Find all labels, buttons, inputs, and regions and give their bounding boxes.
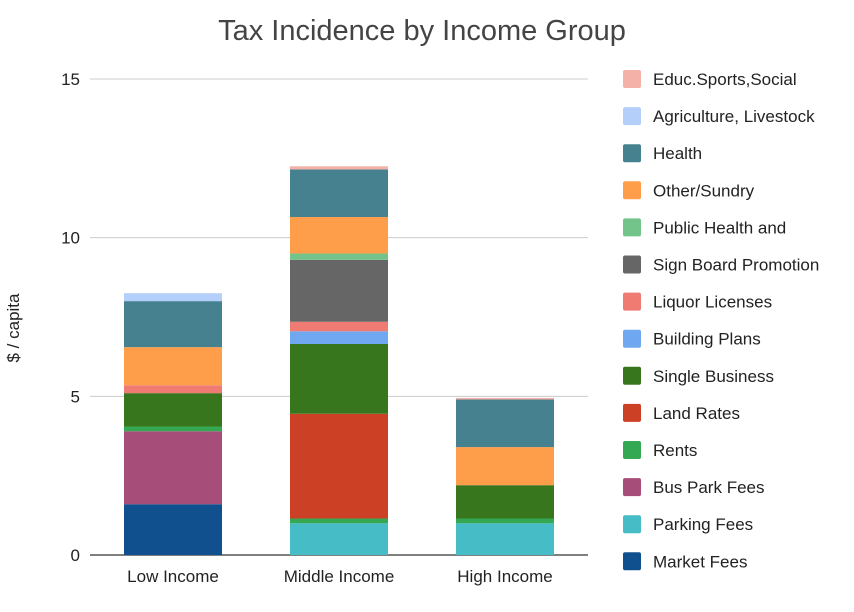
x-tick-labels: Low Income Middle Income High Income: [127, 567, 553, 586]
x-tick-label: Low Income: [127, 567, 219, 586]
legend-item: Single Business: [623, 366, 774, 386]
legend-item: Liquor Licenses: [623, 292, 772, 312]
legend-item: Rents: [623, 441, 697, 460]
legend-label: Bus Park Fees: [653, 478, 765, 497]
bar-segment-single-business: [456, 485, 554, 519]
bar-segment-other-sundry: [124, 347, 222, 386]
legend-label: Building Plans: [653, 330, 761, 349]
bar-segment-market-fees: [124, 504, 222, 555]
legend-label: Parking Fees: [653, 515, 753, 534]
legend-item: Parking Fees: [623, 515, 753, 534]
legend-item: Land Rates: [623, 403, 740, 423]
bar-segment-other-sundry: [456, 447, 554, 486]
legend-label: Land Rates: [653, 404, 740, 423]
bar-segment-agriculture-livestock: [124, 293, 222, 302]
legend-swatch: [623, 292, 641, 311]
bar-segment-parking-fees: [456, 523, 554, 555]
bar-segment-health: [290, 169, 388, 218]
y-tick-labels: 0 5 10 15: [61, 70, 80, 565]
legend-swatch: [623, 107, 641, 126]
legend-item: Bus Park Fees: [623, 478, 765, 497]
bar-segment-liquor-licenses: [290, 321, 388, 332]
x-tick-label: High Income: [457, 567, 552, 586]
legend-label: Other/Sundry: [653, 181, 755, 200]
bar-segment-bus-park-fees: [124, 431, 222, 505]
bar-segment-sign-board-promotion: [290, 259, 388, 322]
legend-swatch: [623, 181, 641, 200]
legend-label: Health: [653, 144, 702, 163]
legend-swatch: [623, 329, 641, 348]
legend-label: Educ.Sports,Social: [653, 70, 797, 89]
bar-segment-educ-sports-social: [456, 397, 554, 400]
legend-item: Public Health and: [623, 218, 786, 237]
bar-segment-educ-sports-social: [290, 166, 388, 170]
legend-label: Market Fees: [653, 552, 747, 571]
bar-segment-liquor-licenses: [124, 385, 222, 394]
legend-swatch: [623, 70, 641, 88]
legend-swatch: [623, 255, 641, 274]
bar-segment-public-health-and: [290, 253, 388, 260]
y-tick-label: 15: [61, 70, 80, 89]
legend-label: Public Health and: [653, 218, 786, 237]
x-tick-label: Middle Income: [284, 567, 395, 586]
bar-segment-health: [124, 301, 222, 348]
bar-segment-single-business: [124, 393, 222, 427]
bar-segment-rents: [456, 518, 554, 524]
legend-swatch: [623, 144, 641, 163]
bar-segment-rents: [290, 518, 388, 524]
legend-swatch: [623, 218, 641, 237]
y-tick-label: 0: [71, 546, 80, 565]
legend-item: Educ.Sports,Social: [623, 70, 797, 89]
legend-swatch: [623, 366, 641, 385]
legend-item: Agriculture, Livestock: [623, 107, 815, 126]
legend-label: Rents: [653, 441, 697, 460]
legend-label: Agriculture, Livestock: [653, 107, 815, 126]
legend: Educ.Sports,Social Agriculture, Livestock…: [623, 70, 819, 571]
bar-segment-land-rates: [290, 413, 388, 519]
bar-segment-building-plans: [290, 331, 388, 344]
legend-swatch: [623, 515, 641, 534]
chart-title: Tax Incidence by Income Group: [218, 15, 626, 47]
legend-item: Sign Board Promotion: [623, 255, 819, 275]
legend-label: Single Business: [653, 367, 774, 386]
bar-segment-single-business: [290, 343, 388, 414]
legend-swatch: [623, 552, 641, 571]
legend-label: Sign Board Promotion: [653, 256, 819, 275]
bar-segment-rents: [124, 426, 222, 432]
bar-segment-other-sundry: [290, 217, 388, 254]
bar-segment-parking-fees: [290, 523, 388, 555]
bars: [124, 166, 554, 555]
y-tick-label: 10: [61, 229, 80, 248]
legend-item: Market Fees: [623, 552, 747, 571]
y-tick-label: 5: [71, 387, 80, 406]
legend-label: Liquor Licenses: [653, 293, 772, 312]
legend-swatch: [623, 441, 641, 459]
legend-item: Other/Sundry: [623, 181, 755, 200]
legend-swatch: [623, 403, 641, 422]
legend-item: Health: [623, 144, 702, 163]
y-axis-label: $ / capita: [4, 293, 23, 363]
legend-item: Building Plans: [623, 329, 761, 349]
bar-segment-health: [456, 399, 554, 448]
legend-swatch: [623, 478, 641, 497]
